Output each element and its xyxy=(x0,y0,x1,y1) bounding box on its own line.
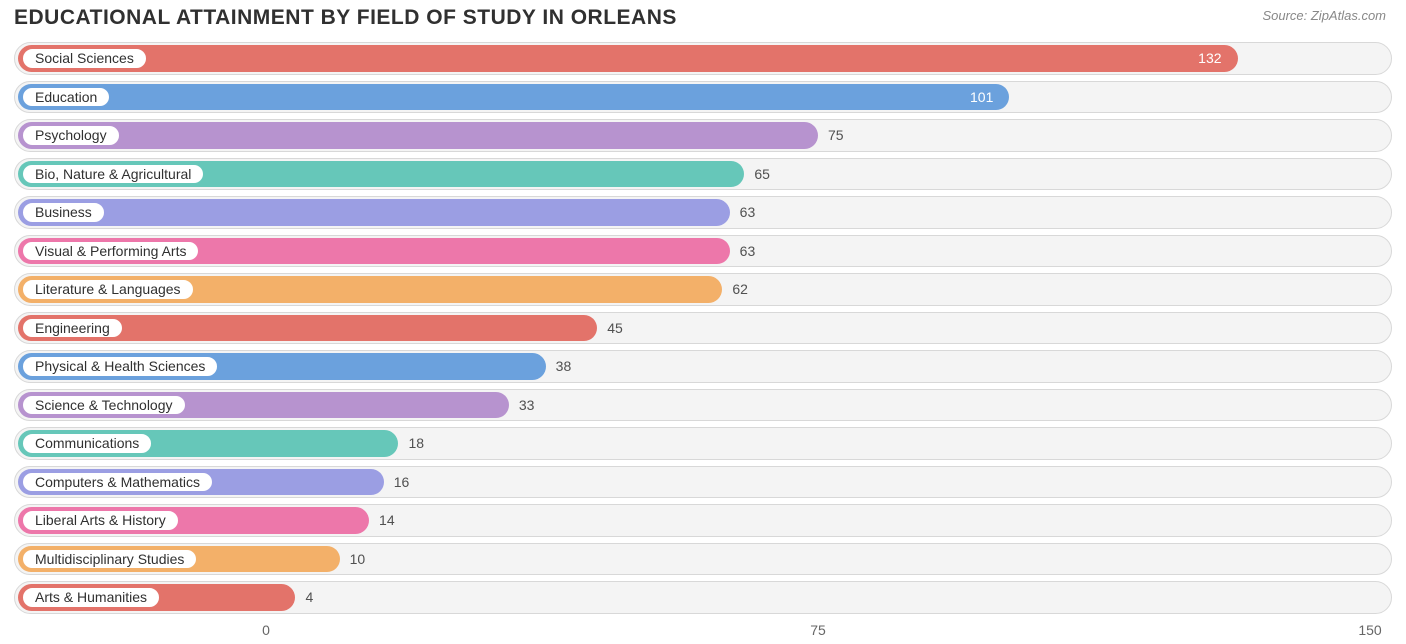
chart-title: EDUCATIONAL ATTAINMENT BY FIELD OF STUDY… xyxy=(14,6,677,30)
bar-label-pill: Liberal Arts & History xyxy=(21,509,180,532)
bar-row: Business 63 xyxy=(14,194,1392,231)
bar-value-label: 101 xyxy=(970,79,993,116)
bar-row: Literature & Languages 62 xyxy=(14,271,1392,308)
bar-value-label: 14 xyxy=(379,502,395,539)
bar-row: Multidisciplinary Studies 10 xyxy=(14,541,1392,578)
bar-fill xyxy=(18,84,1009,111)
bar-row: Education 101 xyxy=(14,79,1392,116)
bar-value-label: 62 xyxy=(732,271,748,308)
bar-row: Bio, Nature & Agricultural 65 xyxy=(14,156,1392,193)
bar-label-pill: Engineering xyxy=(21,317,124,340)
bar-value-label: 65 xyxy=(754,156,770,193)
bar-row: Liberal Arts & History 14 xyxy=(14,502,1392,539)
chart-header: EDUCATIONAL ATTAINMENT BY FIELD OF STUDY… xyxy=(0,0,1406,40)
bar-label-pill: Social Sciences xyxy=(21,47,148,70)
x-axis-tick: 75 xyxy=(810,622,826,638)
chart-source: Source: ZipAtlas.com xyxy=(1262,8,1386,23)
bar-label-pill: Bio, Nature & Agricultural xyxy=(21,163,205,186)
bar-label-pill: Visual & Performing Arts xyxy=(21,240,200,263)
bar-fill xyxy=(18,122,818,149)
bar-label-pill: Education xyxy=(21,86,111,109)
x-axis-tick: 150 xyxy=(1358,622,1381,638)
bar-row: Social Sciences 132 xyxy=(14,40,1392,77)
bar-value-label: 132 xyxy=(1198,40,1221,77)
bar-row: Communications 18 xyxy=(14,425,1392,462)
bar-value-label: 10 xyxy=(350,541,366,578)
bar-value-label: 45 xyxy=(607,310,623,347)
bar-label-pill: Science & Technology xyxy=(21,394,187,417)
bar-label-pill: Physical & Health Sciences xyxy=(21,355,219,378)
bar-label-pill: Literature & Languages xyxy=(21,278,195,301)
bar-value-label: 75 xyxy=(828,117,844,154)
bar-row: Engineering 45 xyxy=(14,310,1392,347)
bar-value-label: 4 xyxy=(305,579,313,616)
bar-row: Arts & Humanities 4 xyxy=(14,579,1392,616)
bar-fill xyxy=(18,45,1238,72)
bar-label-pill: Computers & Mathematics xyxy=(21,471,214,494)
bar-row: Physical & Health Sciences 38 xyxy=(14,348,1392,385)
bar-value-label: 16 xyxy=(394,464,410,501)
bar-row: Science & Technology 33 xyxy=(14,387,1392,424)
bar-value-label: 63 xyxy=(740,194,756,231)
bar-row: Visual & Performing Arts 63 xyxy=(14,233,1392,270)
bar-label-pill: Business xyxy=(21,201,106,224)
bar-value-label: 33 xyxy=(519,387,535,424)
bar-label-pill: Psychology xyxy=(21,124,121,147)
bar-value-label: 38 xyxy=(556,348,572,385)
bar-label-pill: Communications xyxy=(21,432,153,455)
bar-row: Psychology 75 xyxy=(14,117,1392,154)
chart-area: Social Sciences132Education101Psychology… xyxy=(0,40,1406,644)
bar-row: Computers & Mathematics 16 xyxy=(14,464,1392,501)
bar-value-label: 18 xyxy=(408,425,424,462)
bar-label-pill: Multidisciplinary Studies xyxy=(21,548,198,571)
bar-label-pill: Arts & Humanities xyxy=(21,586,161,609)
bar-value-label: 63 xyxy=(740,233,756,270)
bar-fill xyxy=(18,199,730,226)
x-axis-tick: 0 xyxy=(262,622,270,638)
